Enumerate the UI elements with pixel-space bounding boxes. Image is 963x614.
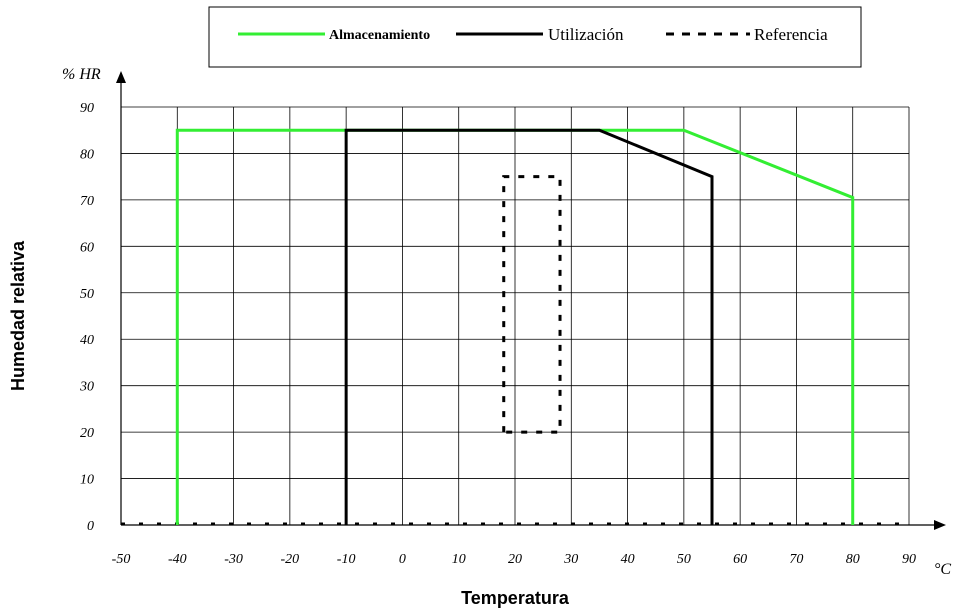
legend-label-utilizacion: Utilización	[548, 25, 624, 44]
x-tick-label: 50	[677, 552, 691, 567]
x-tick-label: -30	[224, 552, 243, 567]
y-tick-label: 30	[79, 380, 94, 395]
x-tick-label: 70	[789, 552, 803, 567]
x-tick-label: 0	[399, 552, 406, 567]
x-unit-label: °C	[934, 561, 951, 578]
legend-label-almacenamiento: Almacenamiento	[329, 28, 430, 43]
series-layer	[175, 128, 855, 525]
y-tick-label: 40	[80, 333, 94, 348]
axes	[116, 71, 946, 530]
x-tick-label: 60	[733, 552, 747, 567]
y-axis-arrow	[116, 71, 126, 83]
y-tick-label: 90	[80, 101, 94, 116]
y-tick-label: 60	[80, 240, 94, 255]
y-tick-label: 80	[80, 147, 94, 162]
series-line-2	[344, 128, 714, 525]
y-unit-label: % HR	[62, 66, 101, 83]
legend-box	[208, 6, 862, 68]
x-tick-label: -20	[281, 552, 300, 567]
x-tick-label: 40	[621, 552, 635, 567]
x-tick-label: 10	[452, 552, 466, 567]
y-tick-label: 20	[80, 426, 94, 441]
x-tick-label: 90	[902, 552, 916, 567]
series-line-3	[502, 175, 562, 434]
x-axis-title: Temperatura	[461, 588, 570, 608]
grid	[121, 106, 910, 525]
y-tick-label: 50	[80, 287, 94, 302]
legend: Almacenamiento Utilización Referencia	[208, 6, 862, 68]
legend-label-referencia: Referencia	[754, 25, 828, 44]
y-axis-title: Humedad relativa	[8, 240, 28, 391]
x-tick-label: -40	[168, 552, 187, 567]
series-line-1	[175, 128, 855, 525]
x-tick-label: -10	[337, 552, 356, 567]
x-axis-arrow	[934, 520, 946, 530]
tick-labels: -50 -40 -30 -20 -10 0 10 20 30 40 50 60 70 80 90 0 10 20 3…	[79, 101, 916, 567]
y-tick-label: 70	[80, 194, 94, 209]
y-tick-label: 10	[80, 473, 94, 488]
x-tick-label: 30	[563, 552, 578, 567]
x-tick-label: -50	[112, 552, 131, 567]
x-tick-label: 80	[846, 552, 860, 567]
x-tick-label: 20	[508, 552, 522, 567]
y-tick-label: 0	[87, 519, 94, 534]
